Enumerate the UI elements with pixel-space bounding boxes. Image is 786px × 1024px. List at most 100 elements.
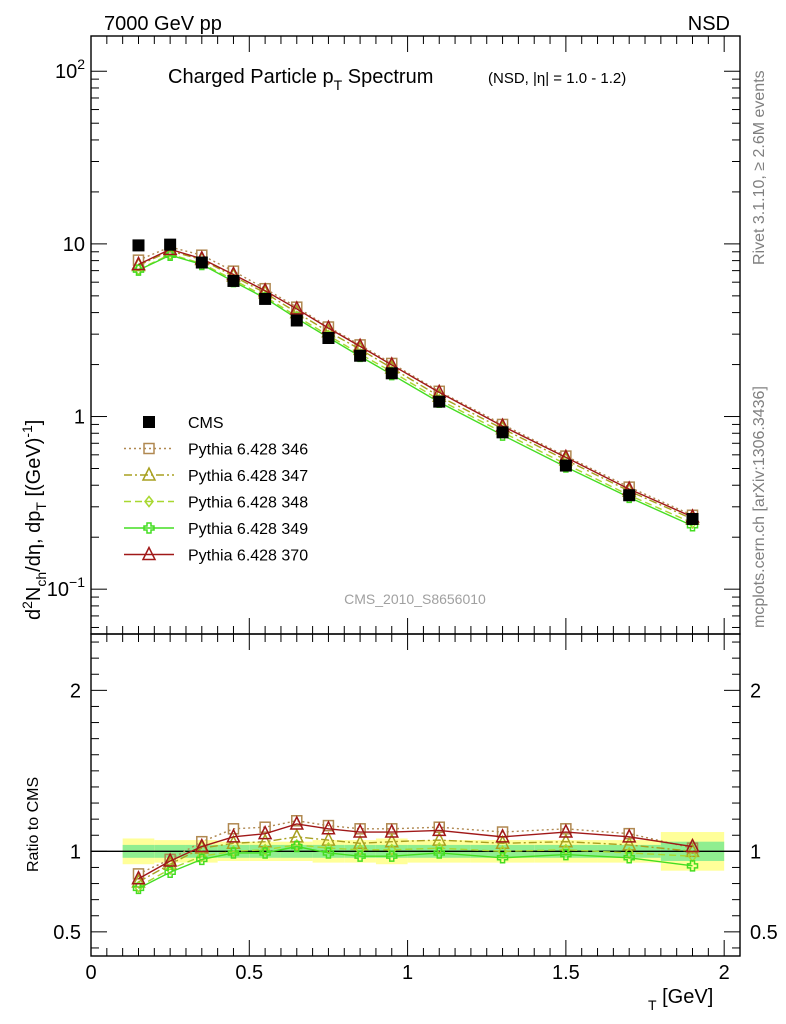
main-series-line-1 [138,246,693,516]
legend: CMS Pythia 6.428 346 Pythia 6.428 347 Pythi… [124,415,308,565]
x-tick-label-4: 2 [719,962,730,984]
ratio-series-point-3-6 [322,847,335,859]
legend-marker-0 [143,416,155,428]
ratio-series-point-4-13 [685,837,700,853]
legend-label-1: Pythia 6.428 346 [188,442,308,459]
ratio-series-point-4-4 [257,824,273,840]
legend-marker-4 [143,522,155,534]
x-tick-label-0: 0 [85,962,96,984]
legend-label-3: Pythia 6.428 348 [188,495,308,512]
ratio-series-point-4-1 [162,852,178,867]
main-series-point-0-0 [132,239,145,252]
ratio-series-point-4-10 [495,828,510,843]
main-series-point-0-3 [227,274,240,287]
main-series-point-0-5 [290,314,303,327]
x-tick-label-2: 1 [402,962,413,984]
ratio-series-point-4-5 [289,815,304,830]
ratio-series-point-4-2 [194,837,210,853]
ratio-series-point-4-8 [384,823,399,838]
ratio-y-axis-label: Ratio to CMS [25,777,42,872]
main-y-tick-label-2: 10 [63,234,85,256]
ratio-series-point-1-6 [321,831,336,846]
ratio-series-point-4-3 [226,828,241,843]
ratio-series-point-3-0 [132,882,145,895]
main-series-point-0-1 [164,238,177,251]
ratio-series-point-1-0 [131,873,146,888]
ratio-panel: 0.5 0.51 12 20 0.5 1 1.5 2 Ratio to CMS T [GeV] [25,633,778,1013]
ratio-series-point-1-12 [621,836,637,851]
ratio-series-point-4-11 [558,823,574,838]
ratio-series-line-2 [138,844,693,888]
ratio-series-line-4 [138,823,693,880]
chart-cut-label: (NSD, |η| = 1.0 - 1.2) [488,70,626,87]
ratio-ticks: 0.5 0.51 12 20 0.5 1 1.5 2 [53,634,778,984]
main-series-point-0-11 [559,459,572,472]
main-series-point-0-8 [385,367,398,380]
legend-marker-3 [144,495,154,508]
ratio-frame [90,633,741,957]
ratio-series-point-1-13 [685,842,700,858]
main-series-point-0-7 [354,349,367,362]
main-series-point-0-4 [259,292,272,305]
ratio-y-tick-label-2: 2 [70,680,81,702]
ratio-series-point-4-9 [432,821,447,837]
main-series-point-0-6 [322,332,335,345]
main-series-line-3 [138,253,693,524]
main-y-tick-label-1: 1 [74,407,85,429]
ratio-series-point-3-9 [433,847,445,859]
legend-label-0: CMS [188,415,224,432]
ratio-series-line-1 [138,836,693,883]
ratio-series-point-4-12 [621,828,637,843]
ratio-series-point-3-11 [560,848,572,861]
ratio-y-tick-label-right-0: 0.5 [750,922,778,944]
legend-marker-5 [141,545,157,561]
main-series-point-0-12 [623,489,636,502]
ratio-series-point-3-5 [291,840,303,853]
ratio-series-point-3-12 [623,852,635,864]
main-series [131,238,700,532]
ratio-series-point-3-2 [196,853,208,866]
chart-title: Charged Particle pT Spectrum [168,66,433,93]
ratio-series-point-2-7 [355,843,366,856]
main-series-point-5-0 [131,255,146,271]
ratio-series-point-0-0 [132,868,145,880]
ratio-series-point-1-7 [352,834,368,850]
ratio-series-point-3-10 [496,852,509,864]
ratio-series-point-0-4 [259,821,271,833]
x-tick-label-3: 1.5 [552,962,580,984]
ratio-series-point-4-7 [352,823,368,838]
ratio-series-point-1-8 [384,833,399,848]
legend-label-4: Pythia 6.428 349 [188,521,308,538]
legend-label-5: Pythia 6.428 370 [188,548,308,565]
ratio-series-point-3-7 [354,850,366,862]
energy-label: 7000 GeV pp [104,13,222,35]
ratio-y-tick-label-right-2: 2 [750,680,761,702]
main-series-point-0-2 [195,256,208,269]
ratio-series-point-3-13 [686,860,699,872]
rivet-label: Rivet 3.1.10, ≥ 2.6M events [751,70,768,265]
ratio-series-point-1-11 [558,833,574,848]
x-axis-label: T [GeV] [648,986,713,1013]
ratio-y-tick-label-0: 0.5 [53,922,81,944]
main-panel: Charged Particle pT Spectrum (NSD, |η| =… [19,35,741,635]
legend-label-2: Pythia 6.428 347 [188,468,308,485]
main-ticks: 10−1 1 10 102 [47,36,740,634]
ratio-series-point-4-0 [131,870,146,885]
legend-marker-1 [143,442,155,455]
main-y-tick-label-3: 102 [55,56,85,83]
ratio-series-point-2-10 [497,845,508,858]
main-y-tick-label-0: 10−1 [47,574,85,601]
ratio-series-point-1-4 [257,833,273,848]
watermark-label: CMS_2010_S8656010 [344,591,486,607]
ratio-series-point-4-6 [321,820,336,835]
main-series-point-5-5 [289,300,304,315]
main-series-point-0-13 [686,512,699,525]
ratio-series-point-3-4 [259,847,271,859]
ratio-series-point-2-8 [386,843,397,856]
legend-marker-2 [141,466,157,481]
main-series-point-0-10 [496,426,509,439]
ratio-series-point-1-9 [432,831,447,846]
ratio-y-tick-label-1: 1 [70,841,81,863]
ratio-series-point-3-8 [386,850,398,862]
